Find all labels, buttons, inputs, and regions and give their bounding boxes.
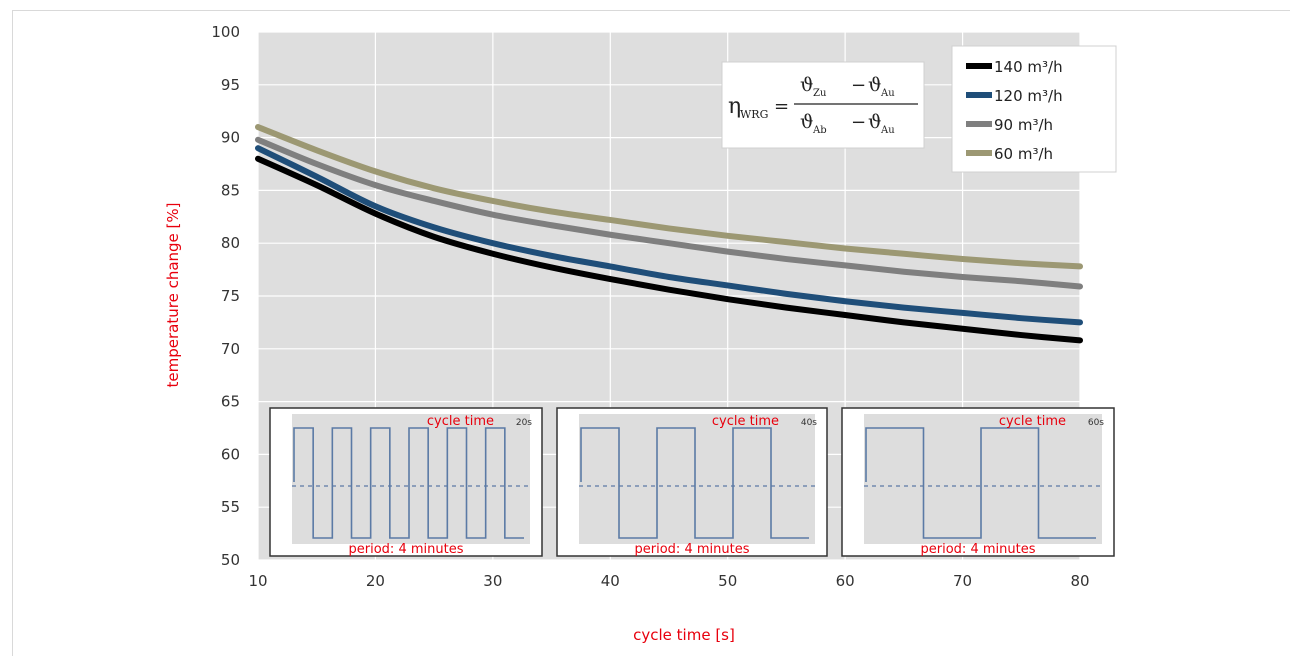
formula-den-b: ϑ bbox=[868, 111, 882, 133]
formula-den-minus: − bbox=[851, 112, 866, 133]
inset-cycle-value: 60s bbox=[1088, 418, 1104, 428]
inset-title: cycle time bbox=[712, 414, 779, 429]
y-tick-label: 95 bbox=[221, 76, 240, 94]
x-axis-label: cycle time [s] bbox=[633, 626, 735, 644]
y-tick-label: 50 bbox=[221, 551, 240, 569]
formula-background bbox=[721, 61, 925, 149]
formula-num-minus: − bbox=[851, 75, 866, 96]
y-tick-label: 70 bbox=[221, 340, 240, 358]
series-line-120 bbox=[255, 145, 1083, 326]
x-tick-label: 10 bbox=[248, 572, 267, 590]
y-axis-ticks: 50 55 60 65 70 75 80 85 90 95 100 bbox=[211, 23, 240, 569]
y-axis-label: temperature change [%] bbox=[164, 203, 182, 388]
inset-caption: period: 4 minutes bbox=[635, 542, 750, 557]
formula-eta: η bbox=[728, 94, 741, 119]
y-tick-label: 80 bbox=[221, 234, 240, 252]
legend-label-2: 90 m³/h bbox=[994, 116, 1053, 134]
formula-eta-sub: WRG bbox=[740, 108, 768, 121]
formula-den-a-sub: Ab bbox=[812, 125, 827, 136]
inset-cycle-value: 20s bbox=[516, 418, 532, 428]
series-lines bbox=[255, 124, 1083, 344]
formula-den-b-sub: Au bbox=[880, 125, 895, 136]
x-axis-ticks: 10 20 30 40 50 60 70 80 bbox=[248, 572, 1089, 590]
legend-label-3: 60 m³/h bbox=[994, 145, 1053, 163]
legend-label-1: 120 m³/h bbox=[994, 87, 1063, 105]
legend: 140 m³/h 120 m³/h 90 m³/h 60 m³/h bbox=[951, 45, 1117, 173]
formula-num-a: ϑ bbox=[800, 74, 814, 96]
inset-1: cycle time 20s period: 4 minutes bbox=[269, 407, 543, 557]
inset-caption: period: 4 minutes bbox=[921, 542, 1036, 557]
formula-num-b: ϑ bbox=[868, 74, 882, 96]
inset-caption: period: 4 minutes bbox=[349, 542, 464, 557]
x-tick-label: 50 bbox=[718, 572, 737, 590]
inset-plot-area bbox=[864, 414, 1102, 544]
inset-cycle-value: 40s bbox=[801, 418, 817, 428]
inset-plot-area bbox=[292, 414, 530, 544]
formula-num-b-sub: Au bbox=[880, 88, 895, 99]
x-tick-label: 80 bbox=[1070, 572, 1089, 590]
y-tick-label: 90 bbox=[221, 129, 240, 147]
inset-title: cycle time bbox=[427, 414, 494, 429]
legend-label-0: 140 m³/h bbox=[994, 58, 1063, 76]
inset-square-wave bbox=[293, 427, 524, 539]
inset-square-wave bbox=[865, 427, 1096, 539]
y-tick-label: 100 bbox=[211, 23, 240, 41]
x-tick-label: 60 bbox=[836, 572, 855, 590]
x-tick-label: 30 bbox=[483, 572, 502, 590]
y-tick-label: 55 bbox=[221, 498, 240, 516]
y-tick-label: 85 bbox=[221, 181, 240, 199]
y-tick-label: 65 bbox=[221, 393, 240, 411]
inset-square-wave bbox=[580, 427, 809, 539]
x-tick-label: 70 bbox=[953, 572, 972, 590]
formula-box: η WRG = ϑ Zu − ϑ Au ϑ Ab − ϑ Au bbox=[721, 61, 925, 149]
y-tick-label: 60 bbox=[221, 445, 240, 463]
figure-frame bbox=[12, 10, 1290, 656]
inset-2: cycle time 40s period: 4 minutes bbox=[556, 407, 828, 557]
x-tick-label: 20 bbox=[366, 572, 385, 590]
series-line-90 bbox=[255, 136, 1083, 290]
formula-equals: = bbox=[774, 96, 789, 117]
series-line-60 bbox=[255, 124, 1083, 270]
inset-plot-area bbox=[579, 414, 815, 544]
formula-num-a-sub: Zu bbox=[813, 88, 827, 99]
y-tick-label: 75 bbox=[221, 287, 240, 305]
inset-title: cycle time bbox=[999, 414, 1066, 429]
x-tick-label: 40 bbox=[601, 572, 620, 590]
formula-den-a: ϑ bbox=[800, 111, 814, 133]
inset-3: cycle time 60s period: 4 minutes bbox=[841, 407, 1115, 557]
series-line-140 bbox=[255, 155, 1083, 344]
